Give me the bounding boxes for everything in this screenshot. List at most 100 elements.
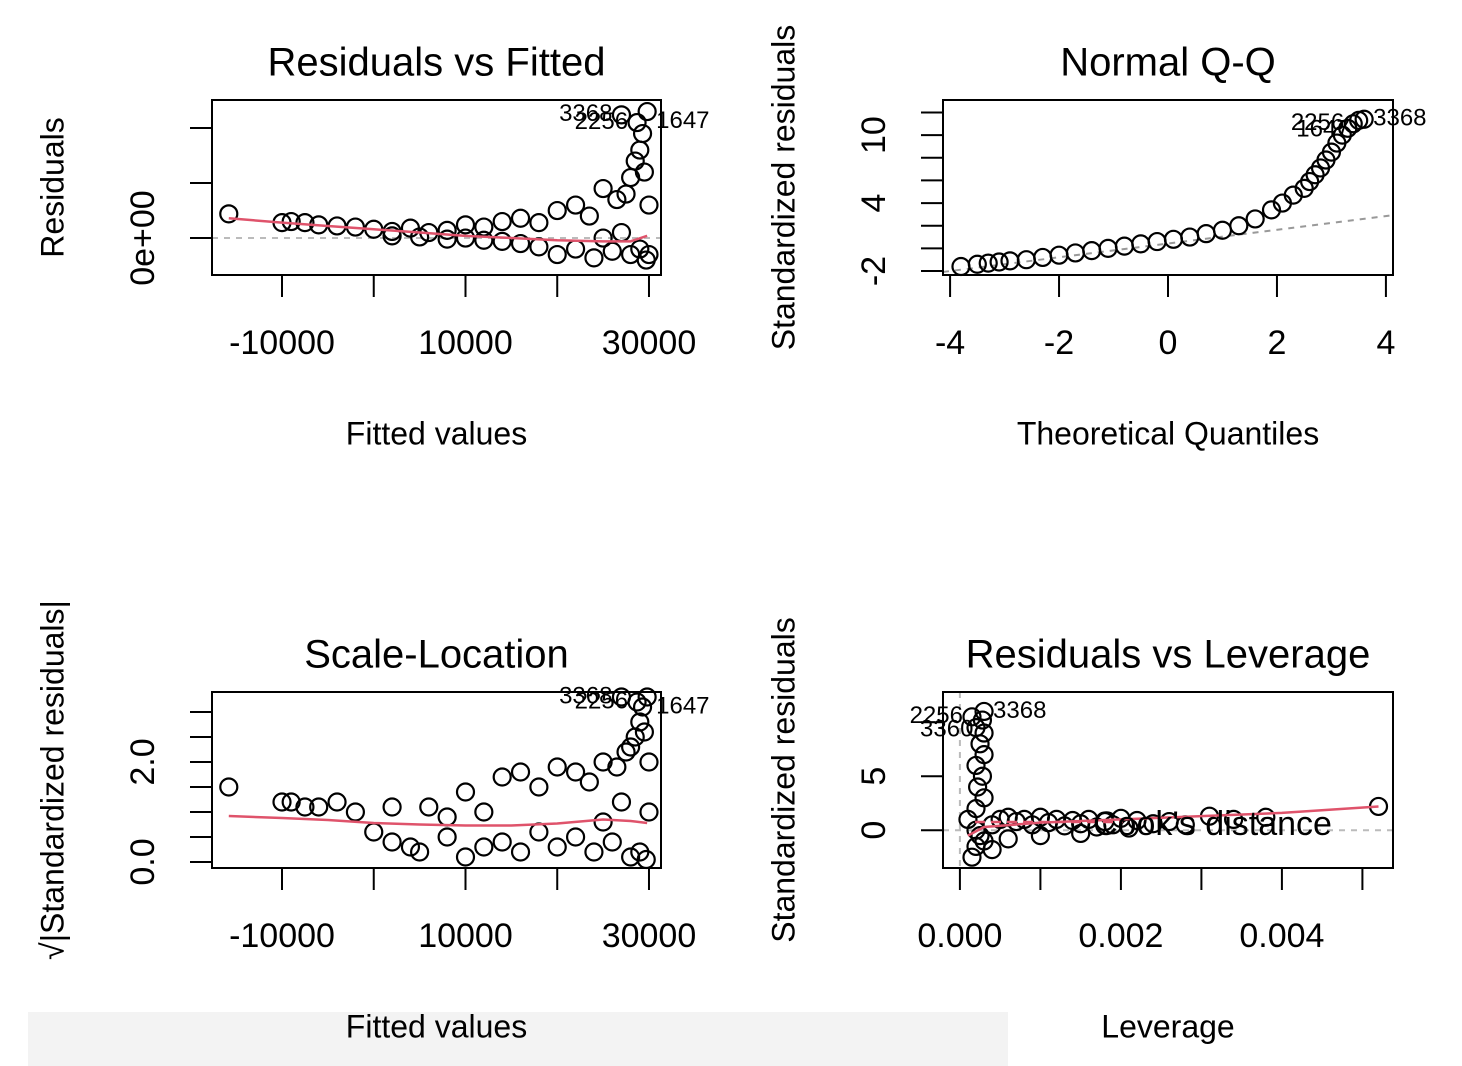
- point: [951, 256, 971, 277]
- point: [474, 802, 494, 822]
- x-tick-label: 30000: [602, 917, 697, 955]
- plot-box: [942, 99, 1394, 276]
- point: [510, 208, 531, 228]
- point: [1180, 227, 1200, 247]
- x-tick-label: -2: [1044, 324, 1074, 362]
- point: [219, 204, 239, 224]
- point: [634, 722, 654, 742]
- point-label: 3368: [559, 100, 612, 127]
- point: [632, 697, 653, 717]
- point: [419, 797, 439, 817]
- y-tick-label: 0.0: [124, 838, 162, 885]
- point: [634, 162, 654, 182]
- point-label: 3368: [559, 682, 612, 709]
- point: [607, 189, 627, 210]
- point: [410, 227, 430, 247]
- point-label: 1647: [656, 107, 709, 134]
- point: [327, 792, 347, 812]
- point: [565, 195, 586, 215]
- point: [630, 712, 650, 732]
- point: [1114, 236, 1135, 256]
- y-tick-label: 2.0: [124, 738, 162, 785]
- point: [639, 752, 659, 772]
- point: [529, 777, 549, 797]
- point: [1065, 243, 1085, 263]
- chart-title: Scale-Location: [304, 633, 569, 677]
- bottom-bar: [28, 1012, 1008, 1066]
- point: [565, 239, 586, 259]
- x-tick-label: 4: [1376, 324, 1395, 362]
- point: [978, 253, 998, 273]
- x-tick-label: 0: [1159, 324, 1178, 362]
- point: [410, 842, 430, 862]
- point: [1098, 238, 1118, 258]
- point: [974, 788, 994, 808]
- point-label: 2256: [910, 702, 963, 729]
- point-label: 1647: [656, 692, 709, 719]
- legend-text: Cook's distance: [1093, 805, 1332, 843]
- x-tick-label: 10000: [418, 917, 513, 955]
- point: [584, 248, 604, 268]
- y-tick-label: 4: [855, 194, 893, 213]
- point: [593, 752, 613, 772]
- x-axis-label: Theoretical Quantiles: [1017, 415, 1319, 451]
- x-tick-label: 0.000: [917, 917, 1002, 955]
- point: [962, 847, 982, 867]
- point: [972, 766, 993, 786]
- point: [1016, 250, 1036, 270]
- x-tick-label: -10000: [229, 324, 335, 362]
- x-axis-label: Fitted values: [346, 415, 527, 451]
- point: [492, 832, 512, 852]
- plot-box: [942, 691, 1394, 869]
- point: [345, 802, 365, 822]
- point: [547, 200, 567, 221]
- point: [455, 228, 476, 248]
- point: [474, 230, 494, 250]
- point: [611, 105, 632, 125]
- x-tick-label: 10000: [418, 324, 513, 362]
- point: [639, 802, 659, 822]
- point: [510, 233, 531, 254]
- point: [1224, 809, 1244, 830]
- point: [492, 231, 512, 251]
- point: [974, 701, 994, 722]
- chart-title: Normal Q-Q: [1060, 41, 1276, 85]
- point: [309, 797, 329, 817]
- point: [1030, 826, 1051, 846]
- point: [281, 792, 301, 812]
- point: [1147, 231, 1167, 252]
- y-tick-label: -2: [855, 256, 893, 286]
- point: [974, 745, 994, 765]
- point: [625, 151, 645, 171]
- y-tick-label: 10: [855, 116, 893, 154]
- point: [1354, 109, 1374, 129]
- point: [602, 241, 622, 261]
- point: [593, 228, 613, 248]
- point: [474, 837, 494, 857]
- point: [637, 101, 657, 122]
- x-tick-label: -4: [935, 324, 965, 362]
- point: [970, 826, 990, 846]
- point: [1000, 251, 1020, 271]
- point-label: 3360: [920, 715, 973, 742]
- point: [611, 792, 632, 812]
- point: [968, 777, 988, 797]
- plot-box: [211, 99, 662, 276]
- point: [962, 707, 982, 727]
- point: [579, 772, 599, 792]
- point: [492, 767, 512, 787]
- point: [639, 244, 659, 265]
- point: [492, 211, 512, 232]
- point: [616, 742, 636, 762]
- point: [1256, 807, 1276, 827]
- point: [1283, 185, 1303, 205]
- smooth-line: [228, 216, 648, 243]
- point: [584, 842, 604, 862]
- point: [382, 832, 402, 852]
- point: [989, 252, 1009, 272]
- point: [565, 827, 586, 847]
- point: [630, 140, 650, 160]
- point: [295, 797, 315, 817]
- y-axis-label: √|Standardized residuals|: [34, 600, 70, 960]
